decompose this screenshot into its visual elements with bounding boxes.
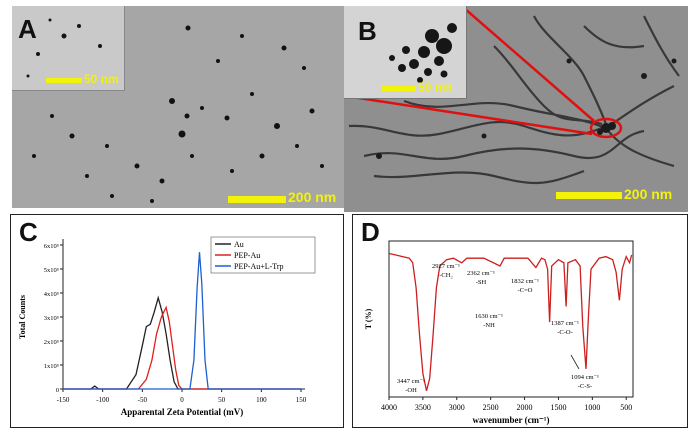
ftir-x-tick-label: 2500 (483, 403, 499, 412)
panel-a-particles (32, 25, 324, 203)
zeta-y-tick-label: 4x10⁵ (44, 291, 59, 298)
panel-a-inset-scale-bar (46, 78, 82, 83)
panel-c-letter: C (19, 217, 38, 247)
zeta-series-line-0 (63, 295, 301, 390)
panel-b-tem-image: 50 nm B 200 nm (344, 6, 688, 212)
panel-d-letter: D (361, 217, 380, 247)
zeta-series-line-1 (63, 305, 301, 390)
panel-a-inset-scale-label: 50 nm (84, 72, 119, 86)
zeta-y-tick-label: 2x10⁵ (44, 339, 59, 346)
panel-b-inset-scale-bar (382, 86, 416, 91)
ftir-x-tick-label: 2000 (517, 403, 533, 412)
ftir-y-axis-label: T (%) (364, 308, 373, 329)
zeta-x-tick-label: 50 (218, 396, 226, 404)
panel-c-zeta-chart: C -150 -100 -50 0 50 100 150 0 1x10⁵ 2x10⁵ 3x10⁵ 4x… (10, 214, 344, 428)
ftir-spectrum-line (388, 252, 633, 391)
panel-b-letter: B (358, 16, 377, 46)
ftir-peak-label-6: 1094 cm⁻¹ (571, 374, 599, 381)
zeta-legend-box (210, 236, 316, 274)
zeta-x-tick-label: -50 (138, 396, 148, 404)
ftir-peak-group-0: -OH (405, 387, 417, 394)
ftir-plot-box (388, 240, 634, 398)
ftir-peak-label-3: 1832 cm⁻¹ (511, 278, 539, 285)
ftir-x-axis-label: wavenumber (cm⁻¹) (472, 415, 549, 425)
zeta-y-tick-label: 0 (56, 387, 59, 394)
zeta-x-tick-label: 100 (256, 396, 267, 404)
panel-b-inset-scale-label: 50 nm (418, 80, 453, 94)
zeta-x-tick-label: 150 (296, 396, 307, 404)
zeta-y-axis-label: Total Counts (18, 295, 27, 339)
panel-a-inset: 50 nm (12, 6, 125, 91)
ftir-x-tick-label: 4000 (381, 403, 397, 412)
zeta-x-tick-label: 0 (180, 396, 184, 404)
panel-b-network (345, 7, 680, 184)
ftir-peak-arrow (570, 354, 580, 370)
ftir-x-tick-label: 500 (620, 403, 632, 412)
zeta-legend-label-2: PEP-Au+L-Trp (234, 262, 284, 271)
ftir-peak-group-1: -CH₂ (439, 272, 452, 279)
panel-d-ftir-chart: D 4000 3500 3000 2500 2000 1500 1000 500 wavenum… (352, 214, 688, 428)
zeta-x-tick-label: -150 (57, 396, 70, 404)
ftir-peak-label-5: 1387 cm⁻¹ (551, 320, 579, 327)
zeta-chart-svg: -150 -100 -50 0 50 100 150 0 1x10⁵ 2x10⁵ 3x10⁵ 4x10… (18, 236, 316, 417)
ftir-peak-label-2: 2362 cm⁻¹ (467, 270, 495, 277)
ftir-x-tick-label: 3500 (415, 403, 431, 412)
zeta-series-line-2 (63, 252, 301, 390)
zeta-legend-label-0: Au (234, 240, 244, 249)
panel-b-inset: 50 nm (344, 6, 467, 99)
zeta-x-tick-label: -100 (96, 396, 109, 404)
zeta-y-tick-label: 5x10⁵ (44, 267, 59, 274)
ftir-peak-label-4: 1630 cm⁻¹ (475, 313, 503, 320)
ftir-peak-group-2: -SH (476, 279, 487, 286)
ftir-chart-svg: 4000 3500 3000 2500 2000 1500 1000 500 wavenumbe… (364, 240, 634, 425)
ftir-peak-label-1: 2927 cm⁻¹ (432, 263, 460, 270)
ftir-peak-group-3: -C=O (518, 287, 533, 294)
ftir-peak-group-6: -C-S- (578, 383, 592, 390)
ftir-peak-group-5: -C-O- (557, 329, 573, 336)
ftir-x-tick-label: 1500 (550, 403, 566, 412)
panel-a-scale-bar (228, 196, 286, 203)
ftir-x-tick-label: 3000 (449, 403, 465, 412)
panel-a-scale-label: 200 nm (288, 189, 337, 205)
ftir-x-tick-label: 1000 (584, 403, 600, 412)
panel-b-scale-label: 200 nm (624, 186, 673, 202)
zeta-y-tick-label: 6x10⁵ (44, 243, 59, 250)
zeta-x-axis-label: Apparental Zeta Potential (mV) (121, 407, 244, 417)
zeta-y-tick-label: 3x10⁵ (44, 315, 59, 322)
zeta-y-tick-label: 1x10⁵ (44, 363, 59, 370)
ftir-peak-group-4: -NH (483, 322, 495, 329)
ftir-peak-label-0: 3447 cm⁻¹ (397, 378, 425, 385)
panel-a-letter: A (18, 14, 37, 44)
panel-a-tem-image: 50 nm A 200 nm (12, 6, 344, 208)
zeta-legend-label-1: PEP-Au (234, 251, 260, 260)
panel-b-scale-bar (556, 192, 622, 199)
